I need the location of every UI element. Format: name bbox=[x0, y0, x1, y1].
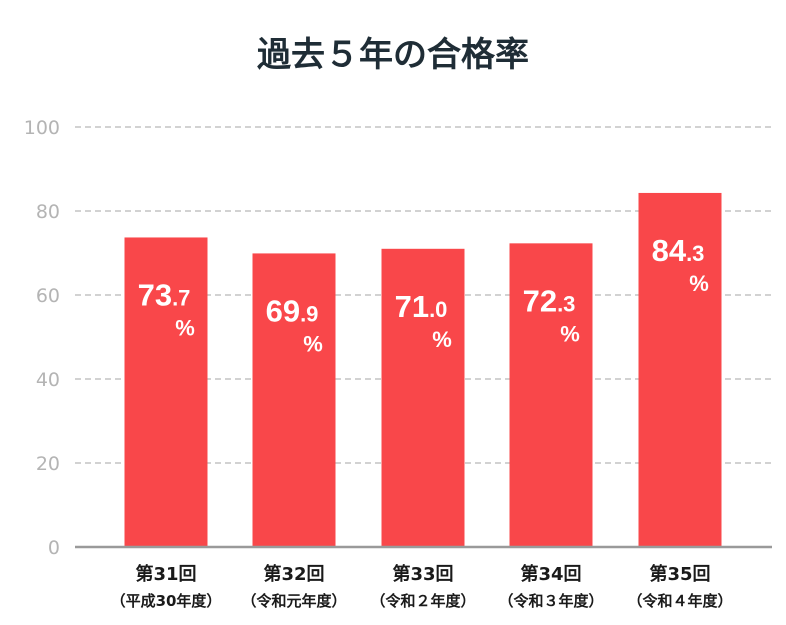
bar-value-decimal: .9 bbox=[300, 301, 318, 326]
bar bbox=[124, 237, 208, 547]
x-category-sublabel: （令和元年度） bbox=[241, 592, 346, 610]
bar-value-main: 69 bbox=[266, 293, 300, 328]
x-category-label: 第32回 bbox=[263, 563, 324, 585]
y-tick-label: 0 bbox=[48, 537, 60, 559]
bar bbox=[381, 248, 465, 548]
x-category-label: 第31回 bbox=[135, 563, 196, 585]
bar-value-decimal: .7 bbox=[172, 285, 190, 310]
bar-value-main: 84 bbox=[652, 233, 687, 268]
x-axis-categories: 第31回 （平成30年度） 第32回 （令和元年度） 第33回 （令和２年度） 第34回 （令… bbox=[111, 563, 733, 610]
bar-value-labels: 73.7% 69.9%71.0%72.3%84.3% bbox=[138, 233, 709, 356]
bar-value-main: 72 bbox=[523, 283, 557, 318]
bars bbox=[124, 192, 722, 548]
bar-value-unit: % bbox=[560, 321, 580, 346]
bar-value-unit: % bbox=[689, 271, 709, 296]
bar-value-decimal: .0 bbox=[429, 297, 447, 322]
x-category-sublabel: （令和４年度） bbox=[627, 592, 732, 610]
bar bbox=[509, 243, 593, 547]
chart-title: 過去５年の合格率 bbox=[257, 35, 529, 75]
bar bbox=[252, 253, 336, 548]
y-tick-label: 80 bbox=[36, 201, 60, 223]
bar-value-decimal: .3 bbox=[557, 291, 575, 316]
x-category-sublabel: （令和２年度） bbox=[370, 592, 475, 610]
bar-value-main: 73 bbox=[138, 277, 172, 312]
y-tick-label: 20 bbox=[36, 453, 60, 475]
bar-value-label: 69.9 bbox=[266, 293, 319, 328]
x-category-label: 第33回 bbox=[392, 563, 453, 585]
bar bbox=[638, 192, 722, 547]
bar-value-unit: % bbox=[175, 315, 195, 340]
bar-value-label: 73.7 bbox=[138, 277, 191, 312]
y-tick-label: 60 bbox=[36, 285, 60, 307]
bar-value-label: 71.0 bbox=[395, 289, 448, 324]
y-tick-label: 40 bbox=[36, 369, 60, 391]
x-category-label: 第34回 bbox=[520, 563, 581, 585]
y-axis-ticks: 0 20 40 60 80 100 bbox=[24, 117, 60, 559]
bar-value-decimal: .3 bbox=[686, 241, 704, 266]
y-tick-label: 100 bbox=[24, 117, 60, 139]
x-category-sublabel: （令和３年度） bbox=[498, 592, 603, 610]
bar-value-label: 72.3 bbox=[523, 283, 576, 318]
bar-value-unit: % bbox=[432, 327, 452, 352]
x-category-sublabel: （平成30年度） bbox=[111, 592, 222, 610]
bar-value-main: 71 bbox=[395, 289, 429, 324]
x-category-label: 第35回 bbox=[649, 563, 710, 585]
bar-value-unit: % bbox=[303, 331, 323, 356]
bar-value-label: 84.3 bbox=[652, 233, 705, 268]
